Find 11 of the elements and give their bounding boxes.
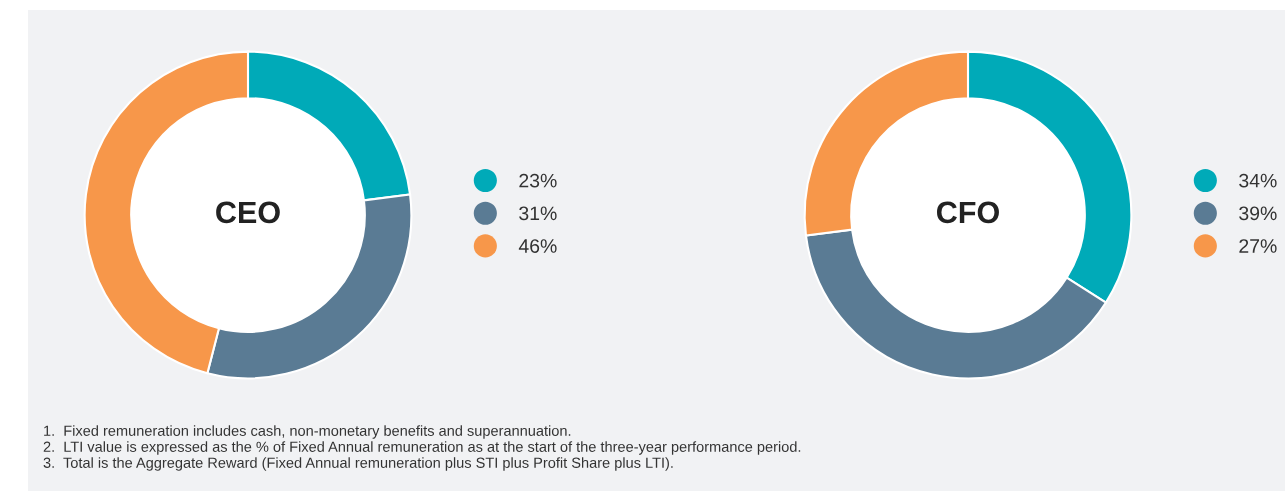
text: CFO xyxy=(937,201,999,224)
legend-label: 23% xyxy=(519,173,557,188)
text: 3. Total is the Aggregate Reward (Fixed Annual remuneration plus STI plus Profit Share plus LTI). xyxy=(43,457,673,471)
text: CEO xyxy=(216,201,280,224)
legend-label: 31% xyxy=(519,206,557,221)
legend-label: 34% xyxy=(1239,173,1277,188)
legend-label: 46% xyxy=(518,239,557,253)
legend-label: 27% xyxy=(1239,239,1277,253)
text: 2. LTI value is expressed as the % of Fixed Annual remuneration as at the start of the three-year performance period. xyxy=(43,441,801,455)
legend-label: 39% xyxy=(1239,206,1277,221)
text: 1. Fixed remuneration includes cash, non-monetary benefits and superannuation. xyxy=(44,425,571,439)
